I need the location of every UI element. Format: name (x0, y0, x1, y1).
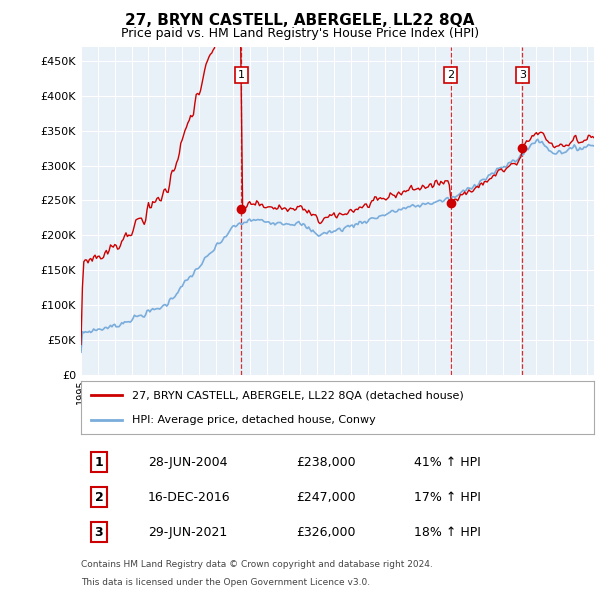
Text: 27, BRYN CASTELL, ABERGELE, LL22 8QA: 27, BRYN CASTELL, ABERGELE, LL22 8QA (125, 13, 475, 28)
Text: £247,000: £247,000 (296, 490, 356, 504)
Text: Contains HM Land Registry data © Crown copyright and database right 2024.: Contains HM Land Registry data © Crown c… (81, 560, 433, 569)
Text: HPI: Average price, detached house, Conwy: HPI: Average price, detached house, Conw… (133, 415, 376, 425)
Text: Price paid vs. HM Land Registry's House Price Index (HPI): Price paid vs. HM Land Registry's House … (121, 27, 479, 40)
Text: 41% ↑ HPI: 41% ↑ HPI (415, 455, 481, 468)
Text: 29-JUN-2021: 29-JUN-2021 (148, 526, 227, 539)
Text: 27, BRYN CASTELL, ABERGELE, LL22 8QA (detached house): 27, BRYN CASTELL, ABERGELE, LL22 8QA (de… (133, 391, 464, 401)
Text: 28-JUN-2004: 28-JUN-2004 (148, 455, 227, 468)
Text: 17% ↑ HPI: 17% ↑ HPI (415, 490, 481, 504)
Text: 1: 1 (95, 455, 103, 468)
Text: £326,000: £326,000 (296, 526, 356, 539)
Text: 2: 2 (95, 490, 103, 504)
Text: This data is licensed under the Open Government Licence v3.0.: This data is licensed under the Open Gov… (81, 578, 370, 586)
Text: 1: 1 (238, 70, 245, 80)
Text: 3: 3 (95, 526, 103, 539)
Text: £238,000: £238,000 (296, 455, 356, 468)
Text: 3: 3 (519, 70, 526, 80)
Text: 2: 2 (447, 70, 454, 80)
Text: 16-DEC-2016: 16-DEC-2016 (148, 490, 230, 504)
Text: 18% ↑ HPI: 18% ↑ HPI (415, 526, 481, 539)
